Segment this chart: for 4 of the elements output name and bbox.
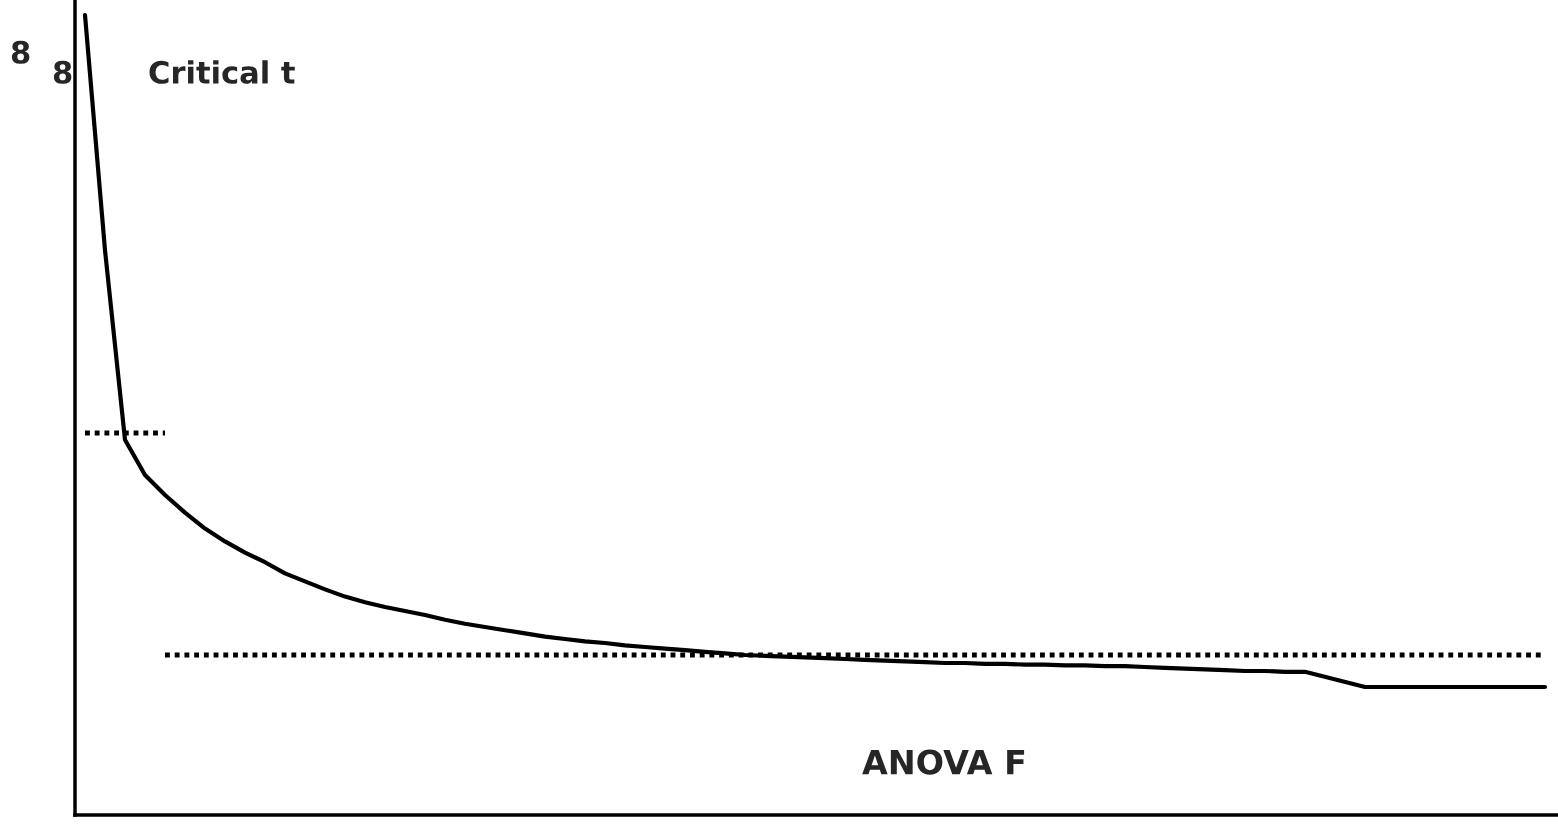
text: 8	[11, 40, 30, 64]
annotation: Critical t	[149, 60, 295, 84]
text: 8	[53, 60, 72, 84]
annotation: ANOVA F	[862, 749, 1025, 775]
